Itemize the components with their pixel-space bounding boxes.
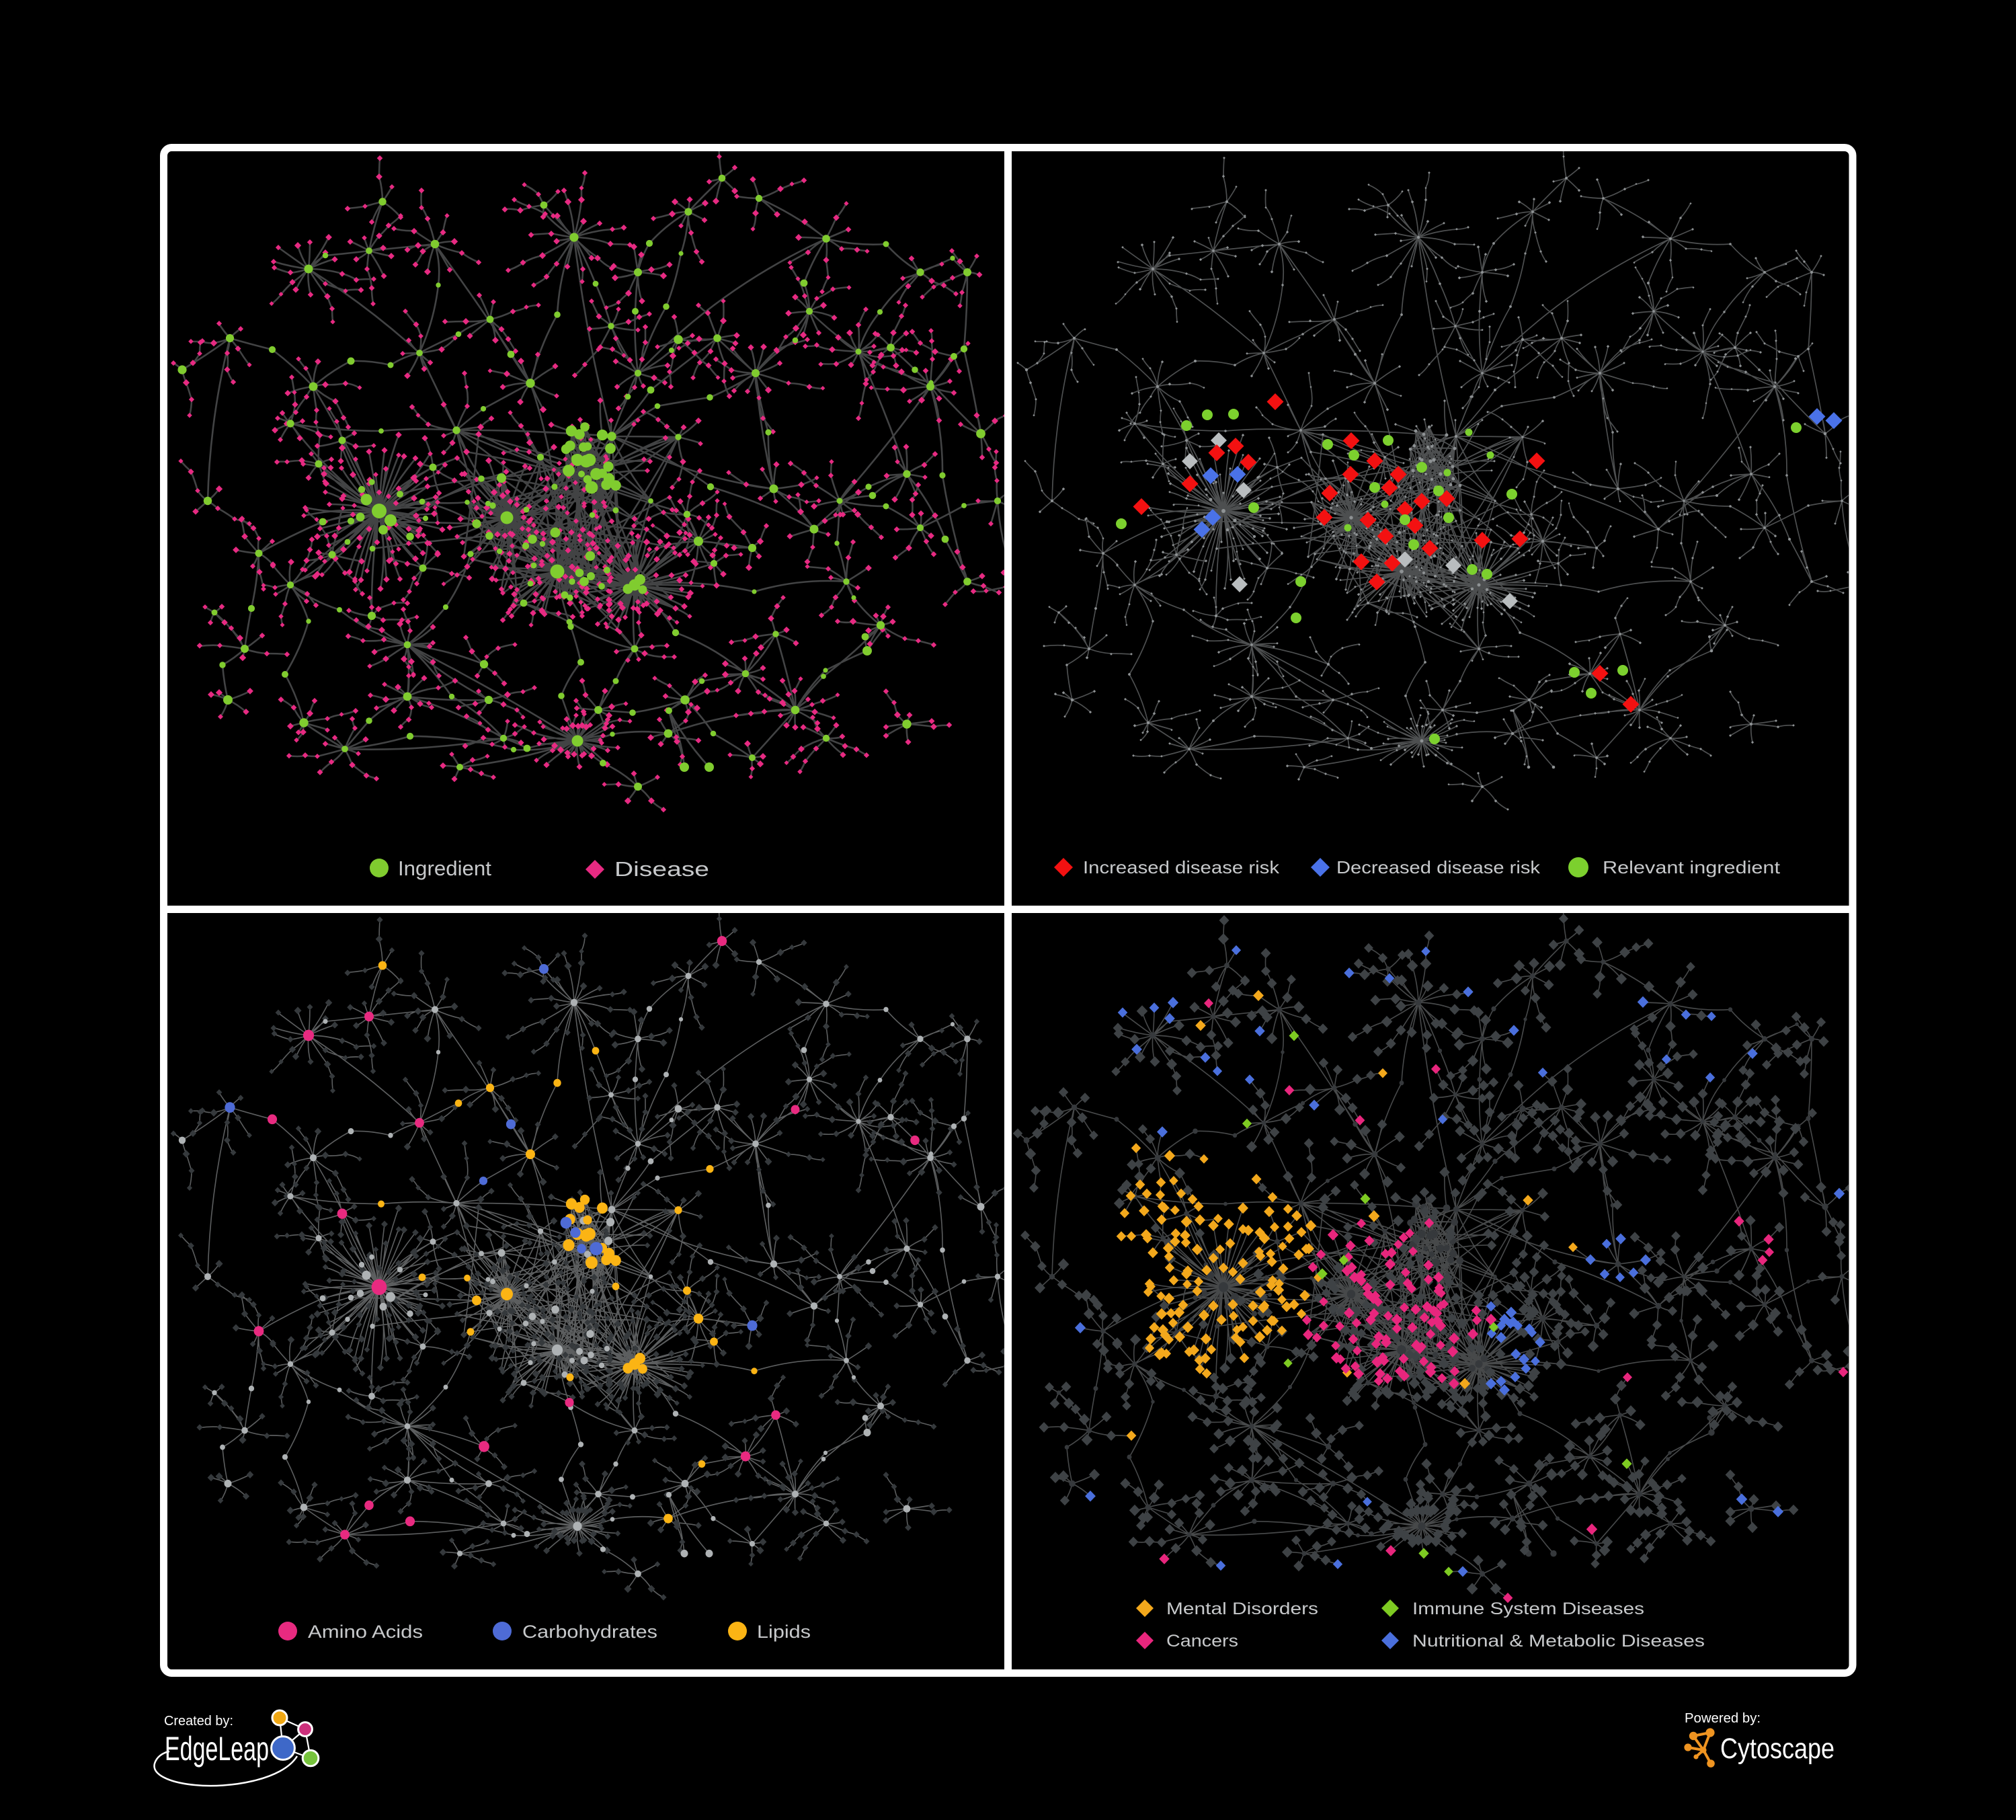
svg-text:Decreased disease risk: Decreased disease risk xyxy=(1336,857,1541,877)
svg-text:Created by:: Created by: xyxy=(164,1714,233,1729)
svg-text:Lipids: Lipids xyxy=(757,1622,811,1642)
svg-text:Nutritional & Metabolic Diseas: Nutritional & Metabolic Diseases xyxy=(1412,1632,1705,1651)
svg-text:Mental Disorders: Mental Disorders xyxy=(1166,1599,1318,1618)
svg-text:Ingredient: Ingredient xyxy=(398,857,491,880)
svg-text:Cancers: Cancers xyxy=(1166,1632,1238,1651)
svg-text:Powered by:: Powered by: xyxy=(1685,1711,1761,1726)
svg-text:Amino Acids: Amino Acids xyxy=(308,1622,423,1642)
svg-text:Immune System Diseases: Immune System Diseases xyxy=(1412,1599,1644,1618)
svg-text:Relevant ingredient: Relevant ingredient xyxy=(1603,857,1781,877)
svg-text:Increased disease risk: Increased disease risk xyxy=(1083,857,1280,877)
svg-text:Carbohydrates: Carbohydrates xyxy=(522,1622,657,1642)
svg-text:Disease: Disease xyxy=(614,857,709,881)
svg-text:Cytoscape: Cytoscape xyxy=(1720,1733,1834,1765)
svg-text:EdgeLeap: EdgeLeap xyxy=(165,1730,269,1768)
